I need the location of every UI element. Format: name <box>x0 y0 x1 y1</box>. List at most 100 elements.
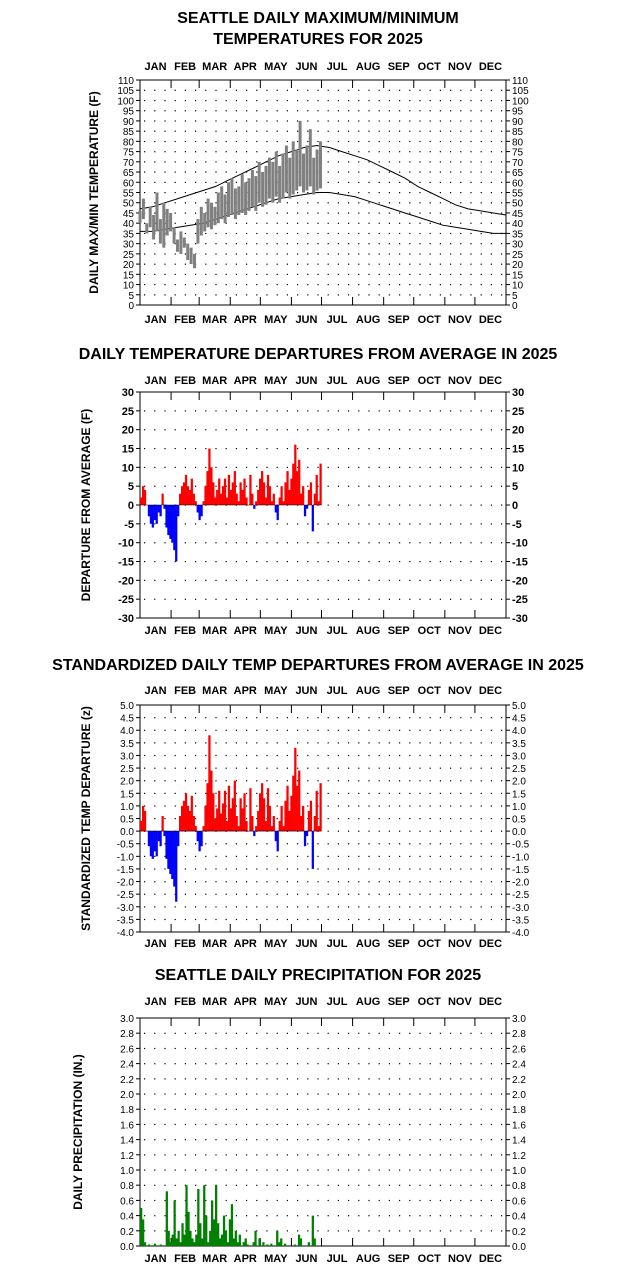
grid-dot <box>348 598 350 600</box>
grid-dot <box>399 542 401 544</box>
grid-dot <box>144 1199 146 1202</box>
grid-dot <box>317 243 319 245</box>
grid-dot <box>256 843 258 845</box>
grid-dot <box>480 202 482 204</box>
grid-dot <box>501 89 503 91</box>
grid-dot <box>368 232 370 235</box>
grid-dot <box>399 243 401 245</box>
grid-dot <box>154 429 156 431</box>
grid-dot <box>429 906 431 908</box>
grid-dot <box>327 1032 329 1034</box>
grid-dot <box>195 1169 197 1171</box>
grid-dot <box>256 130 258 132</box>
departure-bar <box>278 821 281 832</box>
grid-dot <box>388 729 390 731</box>
grid-dot <box>154 192 156 194</box>
grid-dot <box>460 273 462 275</box>
grid-dot <box>480 767 482 769</box>
grid-dot <box>480 294 482 296</box>
grid-dot <box>276 110 278 112</box>
chart-title: SEATTLE DAILY MAXIMUM/MINIMUM <box>177 10 458 27</box>
grid-dot <box>460 805 462 807</box>
departure-bar <box>284 800 287 832</box>
month-label-top: DEC <box>479 61 502 73</box>
grid-dot <box>378 202 380 204</box>
grid-dot <box>317 1199 319 1202</box>
grid-dot <box>164 542 166 544</box>
grid-dot <box>266 754 268 757</box>
grid-dot <box>164 263 166 265</box>
departure-bar <box>245 821 248 832</box>
grid-dot <box>480 855 482 857</box>
grid-dot <box>225 855 227 857</box>
grid-dot <box>439 780 441 782</box>
grid-dot <box>195 1032 197 1034</box>
grid-dot <box>388 523 390 525</box>
grid-dot <box>388 448 390 450</box>
y-tick-label-left: 15 <box>122 444 134 456</box>
departure-bar <box>192 493 195 505</box>
grid-dot <box>184 212 186 214</box>
grid-dot <box>235 893 237 895</box>
grid-dot <box>225 1078 227 1080</box>
grid-dot <box>368 89 370 91</box>
grid-dot <box>225 918 227 921</box>
grid-dot <box>470 780 472 782</box>
grid-dot <box>490 805 492 807</box>
grid-dot <box>470 1154 472 1156</box>
grid-dot <box>429 181 431 183</box>
y-tick-label-right: 0.0 <box>512 827 526 838</box>
grid-dot <box>144 805 146 807</box>
grid-dot <box>317 212 319 214</box>
grid-dot <box>450 1032 452 1034</box>
grid-dot <box>409 1199 411 1202</box>
grid-dot <box>154 253 156 255</box>
grid-dot <box>409 284 411 286</box>
grid-dot <box>358 151 360 153</box>
grid-dot <box>439 918 441 921</box>
grid-dot <box>276 294 278 296</box>
grid-dot <box>235 523 237 525</box>
grid-dot <box>378 855 380 857</box>
month-label-top: OCT <box>418 375 442 387</box>
grid-dot <box>470 110 472 112</box>
grid-dot <box>317 742 319 744</box>
departure-bar <box>294 444 297 505</box>
grid-dot <box>154 523 156 525</box>
grid-dot <box>286 89 288 91</box>
grid-dot <box>490 192 492 194</box>
grid-dot <box>154 212 156 214</box>
grid-dot <box>337 1154 339 1156</box>
grid-dot <box>409 273 411 275</box>
grid-dot <box>429 717 431 719</box>
grid-dot <box>225 893 227 895</box>
chart-1: SEATTLE DAILY MAXIMUM/MINIMUMTEMPERATURE… <box>87 10 529 326</box>
grid-dot <box>154 151 156 153</box>
grid-dot <box>266 717 268 719</box>
grid-dot <box>164 192 166 194</box>
departure-bar <box>206 471 209 505</box>
grid-dot <box>429 598 431 600</box>
precip-bar <box>280 1238 283 1246</box>
grid-dot <box>154 1047 156 1050</box>
grid-dot <box>205 1078 207 1080</box>
grid-dot <box>358 843 360 845</box>
grid-dot <box>174 222 176 224</box>
grid-dot <box>184 130 186 132</box>
grid-dot <box>419 130 421 132</box>
grid-dot <box>246 893 248 895</box>
grid-dot <box>337 1184 339 1186</box>
grid-dot <box>235 729 237 731</box>
grid-dot <box>327 100 329 102</box>
grid-dot <box>388 273 390 275</box>
grid-dot <box>297 222 299 224</box>
grid-dot <box>460 485 462 487</box>
grid-dot <box>439 868 441 870</box>
y-tick-label-left: 2.2 <box>120 1075 134 1086</box>
grid-dot <box>235 918 237 921</box>
grid-dot <box>337 110 339 112</box>
grid-dot <box>286 598 288 600</box>
grid-dot <box>286 579 288 581</box>
grid-dot <box>429 818 431 820</box>
grid-dot <box>144 429 146 431</box>
